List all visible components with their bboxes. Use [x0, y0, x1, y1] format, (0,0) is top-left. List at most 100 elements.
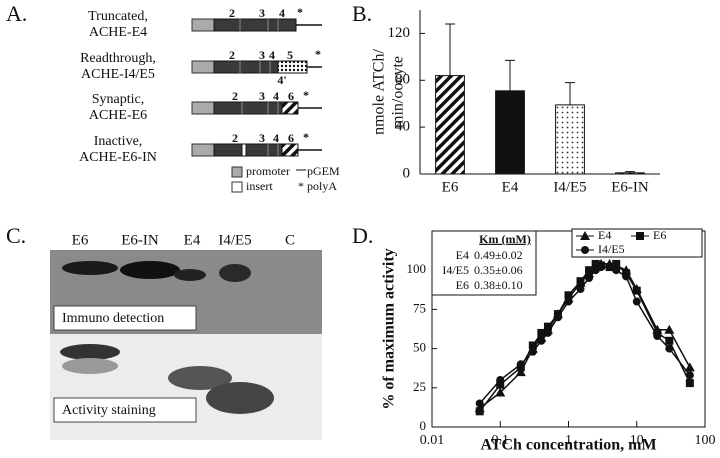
marker — [585, 274, 594, 283]
legend-marker — [636, 232, 644, 240]
marker — [516, 360, 525, 369]
x-tick-label: I4/E5 — [553, 179, 586, 195]
x-tick-label: 0.01 — [420, 433, 445, 448]
marker — [537, 328, 546, 337]
exon-label: 2 — [232, 131, 238, 145]
error-bar — [565, 82, 575, 105]
gel-label: Activity staining — [62, 403, 156, 418]
legend-marker — [581, 246, 589, 254]
lane-label: E6-IN — [121, 232, 159, 248]
bar — [555, 104, 585, 175]
marker — [564, 297, 573, 306]
y-tick-label: 50 — [413, 340, 426, 355]
construct-name: ACHE-I4/E5 — [81, 67, 155, 82]
marker — [543, 322, 552, 331]
bar — [495, 90, 525, 175]
marker — [537, 336, 546, 345]
exon-label: 6 — [288, 131, 294, 145]
lane-label: C — [285, 232, 295, 248]
construct-name: Inactive, — [94, 134, 143, 149]
marker — [576, 277, 585, 286]
gene-body — [213, 60, 279, 74]
exon-label: 3 — [259, 6, 265, 20]
km-name: E4 — [456, 248, 469, 262]
x-tick-label: 1 — [565, 433, 572, 448]
exon-label: 2 — [232, 89, 238, 103]
promoter — [191, 101, 215, 115]
promoter — [191, 60, 215, 74]
y-tick-label: 120 — [388, 25, 411, 41]
legend-label: E4 — [598, 228, 611, 242]
km-value: 0.35±0.06 — [474, 263, 523, 277]
km-value: 0.38±0.10 — [474, 278, 523, 292]
band — [60, 344, 120, 360]
exon-label: * — [303, 130, 309, 144]
marker — [685, 379, 694, 388]
y-tick-label: 0 — [420, 418, 427, 433]
marker — [591, 259, 600, 268]
marker — [495, 387, 506, 397]
error-bar — [505, 59, 515, 91]
label-box — [53, 305, 197, 331]
marker — [475, 407, 484, 416]
gel-label: Immuno detection — [62, 311, 164, 326]
legend-label: E6 — [653, 228, 666, 242]
construct-name: Readthrough, — [80, 51, 156, 66]
promoter — [191, 18, 215, 32]
marker — [664, 324, 675, 334]
band — [219, 264, 251, 282]
marker — [528, 341, 537, 350]
legend-label: I4/E5 — [598, 242, 625, 256]
km-table — [431, 230, 537, 296]
band — [206, 382, 274, 414]
x-tick-label: 0.1 — [492, 433, 510, 448]
panel-label: B. — [352, 1, 372, 26]
marker — [576, 285, 585, 294]
km-header: Km (mM) — [479, 232, 531, 246]
marker — [632, 286, 641, 295]
legend-marker — [580, 231, 590, 240]
insert — [241, 143, 247, 157]
band — [174, 269, 206, 281]
marker — [653, 332, 662, 341]
y-tick-label: 40 — [395, 119, 410, 135]
exon-label: 4 — [269, 48, 275, 62]
exon-label: 5 — [287, 48, 293, 62]
x-tick-label: E6-IN — [611, 179, 649, 195]
y-tick-label: 80 — [395, 72, 410, 88]
error-bar — [625, 171, 635, 173]
exon-label: 3 — [259, 48, 265, 62]
y-tick-label: 25 — [413, 379, 426, 394]
exon-insert — [281, 101, 299, 115]
marker — [496, 375, 505, 384]
promoter — [191, 143, 215, 157]
y-tick-label: 100 — [407, 261, 427, 276]
panel-label: A. — [6, 1, 27, 26]
construct-name: ACHE-E6-IN — [79, 150, 157, 165]
gene-body — [213, 18, 297, 32]
marker — [665, 344, 674, 353]
exon-label: 2 — [229, 6, 235, 20]
x-tick-label: 10 — [630, 433, 644, 448]
y-axis-label: % of maximum activity — [381, 248, 398, 409]
marker — [612, 259, 621, 268]
x-tick-label: E4 — [502, 179, 519, 195]
bar — [615, 172, 645, 175]
gel-image: Immuno detection Activity staining — [50, 250, 322, 440]
construct-name: Synaptic, — [92, 92, 145, 107]
marker — [605, 263, 614, 272]
km-name: I4/E5 — [442, 263, 469, 277]
legend-label: * polyA — [298, 179, 337, 193]
exon-label: 4 — [273, 131, 279, 145]
band — [168, 366, 232, 390]
marker — [528, 347, 537, 356]
marker — [585, 266, 594, 275]
marker — [685, 371, 694, 380]
exon-insert — [281, 143, 299, 157]
marker — [543, 328, 552, 337]
marker — [515, 367, 526, 377]
marker — [684, 362, 695, 372]
lane-label: E6 — [72, 232, 89, 248]
exon-label: * — [315, 47, 321, 61]
legend-label: insert — [246, 179, 273, 193]
